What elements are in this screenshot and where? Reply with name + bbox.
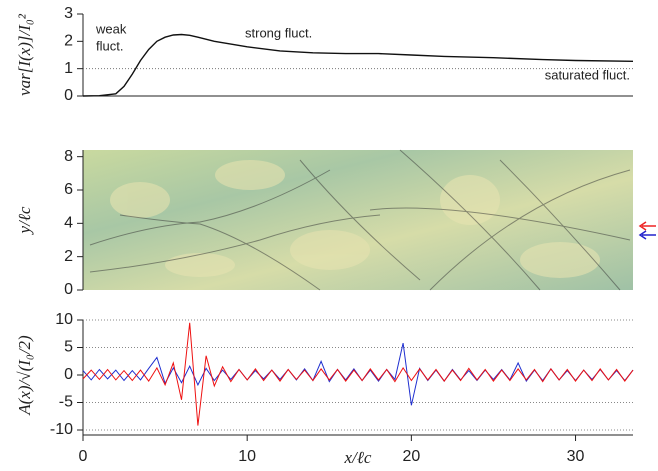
y-axis-label: A(x)/√(I₀/2) xyxy=(15,335,34,416)
x-tick-label: 10 xyxy=(238,448,256,465)
y-tick-label: 10 xyxy=(55,311,73,328)
heatmap-blobs xyxy=(110,160,600,278)
series-line xyxy=(82,342,634,406)
heatmap-caustics xyxy=(89,149,631,291)
y-tick-label: 5 xyxy=(64,339,73,356)
y-tick-label: 6 xyxy=(64,181,73,198)
y-tick-label: 0 xyxy=(64,87,73,104)
x-axis-label: x/ℓc xyxy=(344,448,372,467)
arrows xyxy=(638,221,656,240)
y-tick-label: 0 xyxy=(64,281,73,298)
y-tick-label: 2 xyxy=(64,33,73,50)
y-tick-label: -5 xyxy=(59,394,73,411)
y-tick-label: -10 xyxy=(50,421,73,438)
red-arrow xyxy=(638,221,656,231)
annotation: weak xyxy=(95,21,127,36)
series-line xyxy=(82,322,634,426)
y-tick-label: 1 xyxy=(64,60,73,77)
y-tick-label: 2 xyxy=(64,248,73,265)
blue-arrow xyxy=(638,230,656,240)
x-tick-label: 20 xyxy=(402,448,420,465)
y-tick-label: 8 xyxy=(64,148,73,165)
annotation: strong fluct. xyxy=(245,25,312,40)
y-axis-label: var[I(x)]/I₀² xyxy=(15,13,34,96)
y-tick-label: 4 xyxy=(64,215,73,232)
x-tick-label: 0 xyxy=(79,448,88,465)
annotation: fluct. xyxy=(96,38,123,53)
y-axis-label: y/ℓc xyxy=(15,206,34,235)
heatmap xyxy=(83,149,633,291)
annotation: saturated fluct. xyxy=(545,67,630,82)
x-tick-label: 30 xyxy=(567,448,585,465)
series-line xyxy=(82,33,634,97)
y-tick-label: 0 xyxy=(64,366,73,383)
y-tick-label: 3 xyxy=(64,5,73,22)
